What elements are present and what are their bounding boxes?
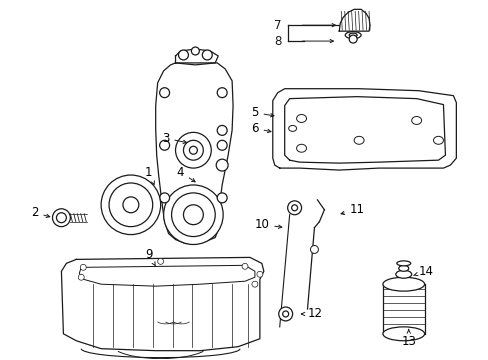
Circle shape xyxy=(191,47,199,55)
Circle shape xyxy=(160,140,169,150)
Circle shape xyxy=(78,274,84,280)
Circle shape xyxy=(291,205,297,211)
Circle shape xyxy=(160,193,169,203)
Circle shape xyxy=(175,132,211,168)
Ellipse shape xyxy=(411,117,421,125)
Ellipse shape xyxy=(296,114,306,122)
Circle shape xyxy=(109,183,152,227)
Ellipse shape xyxy=(288,125,296,131)
Circle shape xyxy=(216,159,228,171)
Circle shape xyxy=(251,281,257,287)
Text: 6: 6 xyxy=(251,122,270,135)
Ellipse shape xyxy=(395,270,411,278)
Circle shape xyxy=(163,185,223,244)
Polygon shape xyxy=(272,89,455,170)
Circle shape xyxy=(183,140,203,160)
Polygon shape xyxy=(155,63,233,243)
Circle shape xyxy=(101,175,161,235)
Polygon shape xyxy=(339,9,369,31)
Circle shape xyxy=(242,264,247,269)
Text: 10: 10 xyxy=(254,218,281,231)
Ellipse shape xyxy=(353,136,364,144)
Ellipse shape xyxy=(382,277,424,291)
Circle shape xyxy=(217,125,226,135)
Text: 14: 14 xyxy=(413,265,433,278)
Text: 2: 2 xyxy=(31,206,50,219)
Text: 9: 9 xyxy=(145,248,155,266)
Circle shape xyxy=(178,50,188,60)
Text: 7: 7 xyxy=(274,19,281,32)
Ellipse shape xyxy=(433,136,443,144)
Circle shape xyxy=(256,271,263,277)
Text: 8: 8 xyxy=(274,35,281,48)
Ellipse shape xyxy=(348,33,356,37)
Text: 12: 12 xyxy=(301,307,322,320)
Circle shape xyxy=(183,205,203,225)
Ellipse shape xyxy=(382,327,424,341)
Circle shape xyxy=(217,140,226,150)
Circle shape xyxy=(217,193,226,203)
Circle shape xyxy=(189,146,197,154)
Ellipse shape xyxy=(296,144,306,152)
Text: 1: 1 xyxy=(145,166,154,184)
Ellipse shape xyxy=(345,32,360,39)
Circle shape xyxy=(282,311,288,317)
Circle shape xyxy=(278,307,292,321)
Circle shape xyxy=(160,88,169,98)
Circle shape xyxy=(202,50,212,60)
Ellipse shape xyxy=(396,261,410,266)
Circle shape xyxy=(171,193,215,237)
Ellipse shape xyxy=(398,265,408,271)
Circle shape xyxy=(56,213,66,223)
Circle shape xyxy=(122,197,139,213)
Circle shape xyxy=(348,35,356,43)
Circle shape xyxy=(310,246,318,253)
Polygon shape xyxy=(284,96,445,163)
Text: 3: 3 xyxy=(162,132,186,145)
Circle shape xyxy=(52,209,70,227)
Text: 5: 5 xyxy=(251,106,273,119)
Circle shape xyxy=(217,88,226,98)
Text: 13: 13 xyxy=(401,329,415,348)
Polygon shape xyxy=(61,257,264,351)
Circle shape xyxy=(287,201,301,215)
Circle shape xyxy=(80,264,86,270)
Text: 4: 4 xyxy=(176,166,195,182)
Polygon shape xyxy=(175,49,218,65)
Text: 11: 11 xyxy=(340,203,364,216)
Circle shape xyxy=(157,258,163,264)
